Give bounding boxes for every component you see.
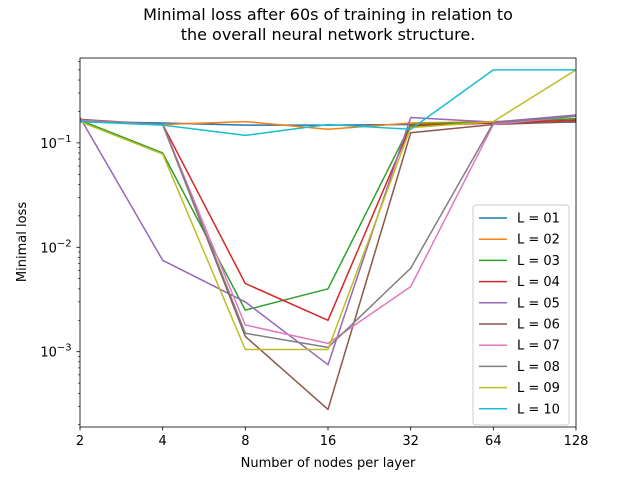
legend-label: L = 08 bbox=[517, 360, 560, 375]
series-layer bbox=[79, 69, 577, 411]
chart-title-line-1: Minimal loss after 60s of training in re… bbox=[143, 5, 513, 24]
y-axis-label: Minimal loss bbox=[15, 202, 30, 282]
legend-label: L = 06 bbox=[517, 318, 560, 333]
legend-label: L = 05 bbox=[517, 296, 560, 311]
x-tick-label: 2 bbox=[76, 434, 84, 449]
x-tick-label: 4 bbox=[159, 434, 167, 449]
legend-label: L = 02 bbox=[517, 233, 560, 248]
legend-label: L = 03 bbox=[517, 254, 560, 269]
legend-label: L = 07 bbox=[517, 339, 560, 354]
x-tick-label: 64 bbox=[485, 434, 502, 449]
x-tick-label: 16 bbox=[320, 434, 337, 449]
axes-layer: 2 4 8 16 32 64 128 10−1 10−2 10−3 bbox=[40, 57, 589, 449]
series-line-9 bbox=[79, 69, 577, 351]
y-tick-label: 10−3 bbox=[40, 343, 71, 361]
x-tick-label: 32 bbox=[402, 434, 419, 449]
x-tick-label: 128 bbox=[564, 434, 589, 449]
legend-label: L = 10 bbox=[517, 402, 560, 417]
x-axis-label: Number of nodes per layer bbox=[241, 456, 416, 471]
y-tick-label: 10−2 bbox=[40, 238, 71, 256]
legend-label: L = 09 bbox=[517, 381, 560, 396]
x-tick-label: 8 bbox=[241, 434, 249, 449]
legend: L = 01 L = 02 L = 03 L = 04 L = 05 L = 06 L = … bbox=[472, 204, 570, 426]
legend-label: L = 04 bbox=[517, 275, 560, 290]
series-line-10 bbox=[79, 69, 576, 137]
legend-label: L = 01 bbox=[517, 212, 560, 227]
y-tick-label: 10−1 bbox=[40, 134, 71, 152]
chart-title-line-2: the overall neural network structure. bbox=[181, 25, 476, 44]
